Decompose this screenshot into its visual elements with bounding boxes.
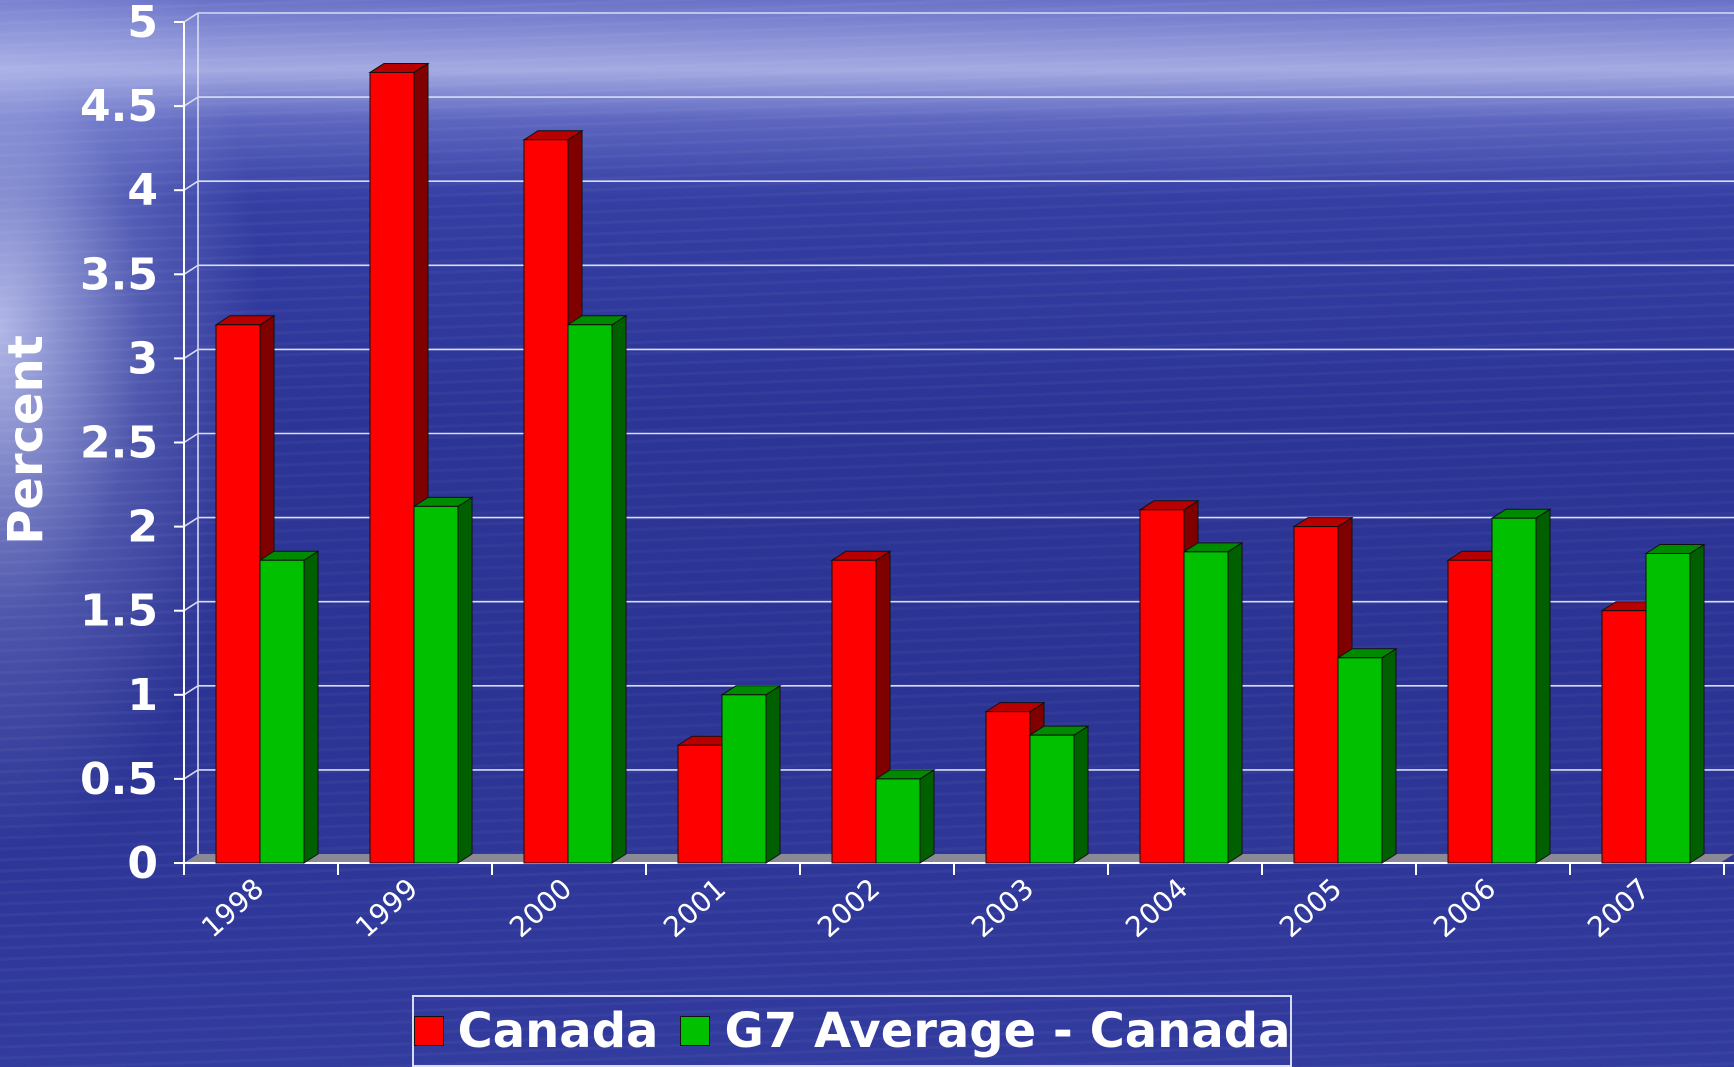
x-category-label-2007: 2007 (1581, 872, 1656, 944)
legend-label-g7-average-canada: G7 Average - Canada (724, 1003, 1291, 1059)
x-category-labels: 1998 1999 2000 2001 2002 2003 2004 2005 2006 2007 (195, 872, 1656, 944)
y-tick-labels: 0 0.5 1 1.5 2 2.5 3 3.5 4 4.5 5 (80, 0, 158, 889)
y-tick-label: 5 (127, 0, 158, 48)
bar-front (721, 694, 767, 864)
y-tick-label: 0 (127, 838, 158, 889)
bar-front (1183, 551, 1229, 864)
bar-front (1139, 509, 1185, 864)
legend-swatch-canada (413, 1016, 444, 1046)
x-category-label-1999: 1999 (349, 872, 424, 944)
legend-label-canada: Canada (457, 1003, 659, 1059)
bar-front (1337, 657, 1383, 864)
y-axis-title: Percent (0, 335, 54, 545)
x-category-label-2002: 2002 (811, 872, 886, 944)
bar-g7-average-canada-2000 (566, 314, 628, 864)
bar-front (1491, 517, 1537, 864)
bar-g7-average-canada-2005 (1336, 647, 1398, 864)
bar-side (1535, 508, 1551, 864)
bar-side (919, 768, 935, 864)
y-tick-label: 4.5 (80, 81, 158, 132)
bar-front (215, 324, 261, 864)
bars (214, 62, 1706, 864)
bar-front (1029, 734, 1075, 864)
gridline-side (183, 432, 199, 444)
y-tick-label: 3.5 (80, 249, 158, 300)
legend-item-canada: Canada (413, 1003, 659, 1059)
x-category-label-2001: 2001 (657, 872, 732, 944)
bar-g7-average-canada-2004 (1182, 541, 1244, 864)
gridline-side (183, 348, 199, 360)
y-tick-label: 3 (127, 333, 158, 384)
bar-side (1689, 543, 1705, 864)
x-category-label-2000: 2000 (503, 872, 578, 944)
bar-front (1645, 553, 1691, 864)
bar-front (985, 711, 1031, 864)
y-tick-label: 2 (127, 502, 158, 553)
bar-g7-average-canada-1999 (412, 496, 474, 864)
bar-side (303, 550, 319, 864)
gridline-side (183, 685, 199, 696)
x-category-label-1998: 1998 (195, 872, 270, 944)
bar-side (611, 314, 627, 864)
bar-side (457, 496, 473, 864)
bar-front (369, 71, 415, 864)
legend-item-g7-average-canada: G7 Average - Canada (680, 1003, 1291, 1059)
y-tick-label: 2.5 (80, 418, 158, 469)
bar-g7-average-canada-1998 (258, 550, 320, 864)
bar-front (1601, 610, 1647, 864)
bar-front (1293, 526, 1339, 864)
x-category-label-2005: 2005 (1273, 872, 1348, 944)
y-tick-label: 1.5 (80, 586, 158, 637)
bar-front (413, 505, 459, 864)
bar-g7-average-canada-2002 (874, 768, 936, 864)
gridline-side (183, 96, 199, 107)
bar-front (259, 559, 305, 864)
bar-front (875, 778, 921, 864)
bar-front (831, 559, 877, 864)
gridline-side (183, 180, 199, 191)
bar-front (523, 139, 569, 864)
legend: Canada G7 Average - Canada (412, 995, 1292, 1067)
gridline-side (183, 516, 199, 528)
bar-side (765, 684, 781, 864)
y-tick-label: 1 (127, 670, 158, 721)
y-tick-label: 4 (127, 165, 158, 216)
bar-g7-average-canada-2006 (1490, 508, 1552, 864)
gridline-side (183, 769, 199, 780)
bar-side (1381, 647, 1397, 864)
gridline-side (183, 601, 199, 612)
bar-g7-average-canada-2003 (1028, 725, 1090, 864)
gridline-side (183, 12, 199, 23)
bar-front (677, 744, 723, 864)
x-category-label-2006: 2006 (1427, 872, 1502, 944)
gridline-side (183, 264, 199, 275)
bar-side (1073, 725, 1089, 864)
legend-swatch-g7-average-canada (680, 1016, 711, 1046)
bar-side (1227, 541, 1243, 864)
bar-g7-average-canada-2001 (720, 684, 782, 864)
bar-canada-1999 (368, 62, 430, 864)
bar-g7-average-canada-2007 (1644, 543, 1706, 864)
x-category-label-2004: 2004 (1119, 872, 1194, 944)
bar-front (567, 324, 613, 864)
x-category-label-2003: 2003 (965, 872, 1040, 944)
bar-front (1447, 559, 1493, 864)
y-tick-label: 0.5 (80, 754, 158, 805)
